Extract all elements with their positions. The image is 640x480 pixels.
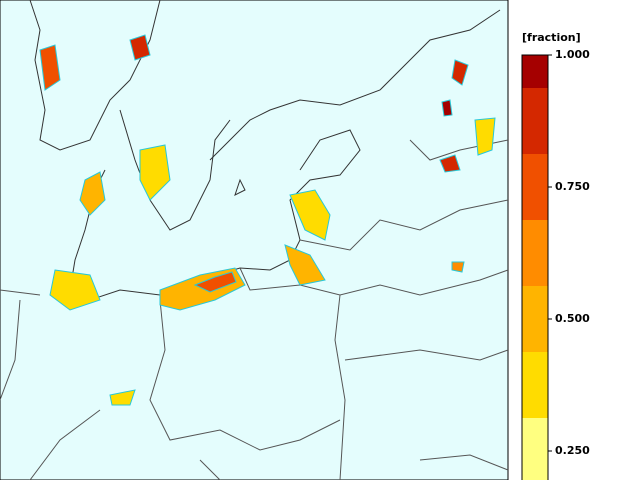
field (284, 244, 326, 286)
border (0, 267, 509, 296)
colorbar-band (522, 352, 548, 418)
map (0, 0, 509, 480)
tick-label: 1.000 (555, 48, 590, 61)
coastline (29, 0, 161, 151)
colorbar-band (522, 286, 548, 352)
field (451, 261, 465, 273)
island (234, 178, 246, 196)
tick-label: 0.750 (555, 180, 590, 193)
colorbar-band (522, 418, 548, 480)
coastline (69, 129, 361, 301)
field (441, 99, 453, 117)
field (451, 59, 469, 86)
border (334, 294, 346, 480)
field (79, 171, 106, 216)
field (193, 271, 237, 293)
field (49, 269, 101, 311)
field (289, 189, 331, 241)
field (139, 144, 171, 201)
tick-label: 0.500 (555, 312, 590, 325)
colorbar-band (522, 154, 548, 220)
border (149, 299, 341, 451)
colorbar-frame (521, 54, 549, 480)
colorbar: [fraction] 0.250 0.500 0.750 1.000 (521, 31, 590, 480)
map-background (0, 0, 509, 480)
tick-label: 0.250 (555, 444, 590, 457)
colorbar-band (522, 220, 548, 286)
field (39, 44, 61, 91)
field (109, 389, 136, 406)
field (439, 154, 461, 173)
coastline (209, 9, 501, 161)
field (474, 117, 496, 156)
field (129, 34, 151, 61)
colorbar-band (522, 88, 548, 154)
border (0, 299, 509, 480)
colorbar-title: [fraction] (522, 31, 581, 44)
coastline (119, 109, 231, 231)
colorbar-band (522, 55, 548, 88)
